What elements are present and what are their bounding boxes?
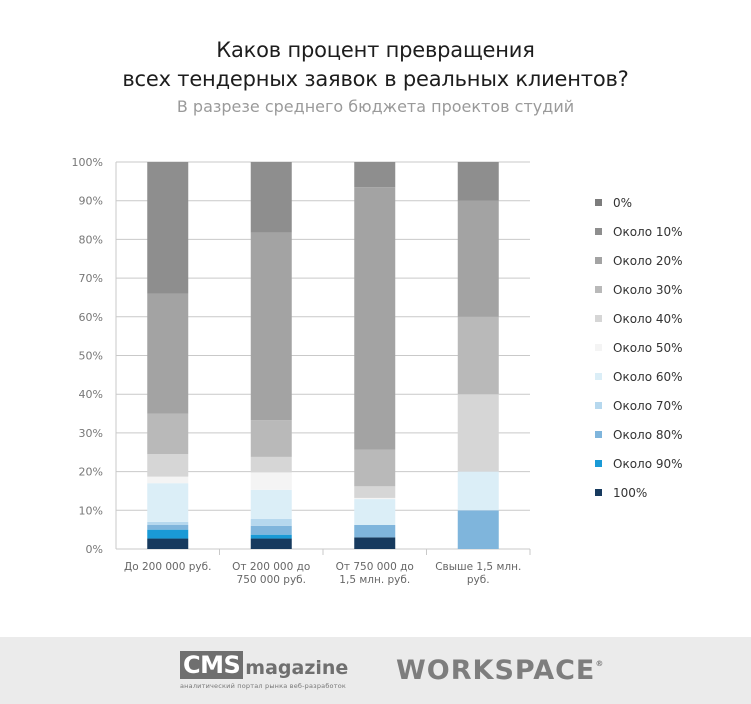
legend-swatch — [595, 257, 602, 264]
x-tick-label: 750 000 руб. — [237, 574, 306, 586]
bar-segment — [250, 489, 292, 519]
cms-logo-word: magazine — [245, 657, 349, 679]
y-tick-label: 90% — [79, 195, 103, 208]
legend-swatch — [595, 373, 602, 380]
legend-label: Около 10% — [613, 225, 683, 239]
x-tick-label: До 200 000 руб. — [124, 561, 211, 573]
bar-segment — [147, 525, 189, 530]
legend-swatch — [595, 286, 602, 293]
footer-bar: CMS magazine аналитический портал рынка в… — [0, 637, 751, 704]
bar-segment — [250, 456, 292, 473]
legend-label: 0% — [613, 196, 632, 210]
y-tick-label: 10% — [79, 504, 103, 517]
bar-segment — [250, 420, 292, 457]
x-tick-label: Свыше 1,5 млн. — [435, 561, 521, 573]
workspace-logo-text: WORKSPACE — [396, 655, 596, 686]
y-tick-label: 30% — [79, 427, 103, 440]
workspace-logo: WORKSPACE® — [396, 655, 604, 686]
legend-label: Около 90% — [613, 457, 683, 471]
bar-segment — [354, 537, 396, 549]
legend-swatch — [595, 344, 602, 351]
bar-segment — [147, 293, 189, 414]
legend-swatch — [595, 489, 602, 496]
bar-segment — [147, 454, 189, 477]
y-tick-label: 50% — [79, 350, 103, 363]
bar-segment — [250, 472, 292, 490]
y-tick-label: 60% — [79, 311, 103, 324]
x-tick-label: 1,5 млн. руб. — [339, 574, 410, 586]
bar-segment — [147, 413, 189, 455]
y-tick-label: 70% — [79, 272, 103, 285]
legend-swatch — [595, 460, 602, 467]
registered-mark: ® — [595, 659, 605, 668]
legend-swatch — [595, 402, 602, 409]
legend-label: Около 50% — [613, 341, 683, 355]
y-tick-label: 20% — [79, 466, 103, 479]
chart-title-line1: Каков процент превращения — [216, 38, 535, 62]
cms-logo-box: CMS — [180, 651, 244, 679]
legend-swatch — [595, 431, 602, 438]
x-tick-label: руб. — [467, 574, 490, 586]
bar-segment — [457, 316, 499, 395]
bar-segment — [457, 510, 499, 549]
y-tick-label: 100% — [72, 156, 103, 169]
bar-segment — [147, 529, 189, 539]
bar-segment — [147, 483, 189, 522]
x-tick-label: От 200 000 до — [232, 561, 310, 573]
bar-segment — [250, 534, 292, 539]
bar-segment — [147, 476, 189, 484]
bar-segment — [354, 525, 396, 538]
chart-title-line2: всех тендерных заявок в реальных клиенто… — [122, 67, 629, 91]
legend-swatch — [595, 228, 602, 235]
bar-segment — [457, 200, 499, 317]
chart-subtitle: В разрезе среднего бюджета проектов студ… — [176, 97, 575, 116]
bar-segment — [147, 162, 189, 294]
stacked-bar-chart: 0% 10% 20% 30% 40% 50% 60% 70% 80% 90% 100% До 200 … — [72, 156, 683, 586]
bar-segment — [147, 521, 189, 526]
y-tick-label: 0% — [86, 543, 103, 556]
x-tick-label: От 750 000 до — [336, 561, 414, 573]
bar-segment — [354, 497, 396, 500]
bar-segment — [457, 162, 499, 201]
bar-segment — [457, 394, 499, 472]
bar-segment — [250, 162, 292, 233]
legend-label: Около 80% — [613, 428, 683, 442]
legend-label: Около 40% — [613, 312, 683, 326]
bar-segment — [250, 232, 292, 421]
y-tick-label: 40% — [79, 388, 103, 401]
bar-segment — [354, 162, 396, 188]
cms-magazine-logo: CMS magazine аналитический портал рынка в… — [180, 651, 348, 690]
legend-swatch — [595, 199, 602, 206]
bar-segment — [250, 538, 292, 549]
bar-segment — [147, 538, 189, 549]
legend-label: Около 30% — [613, 283, 683, 297]
legend-label: Около 60% — [613, 370, 683, 384]
legend-label: Около 20% — [613, 254, 683, 268]
bar-segment — [457, 471, 499, 511]
bar-segment — [250, 518, 292, 526]
bar-segment — [354, 449, 396, 487]
bar-segment — [354, 187, 396, 450]
bar-segment — [354, 499, 396, 526]
cms-logo-tagline: аналитический портал рынка веб-разработо… — [180, 682, 347, 690]
legend-swatch — [595, 315, 602, 322]
chart-title: Каков процент превращения всех тендерных… — [0, 36, 751, 94]
bar-segment — [354, 486, 396, 498]
bar-segment — [250, 525, 292, 535]
y-tick-label: 80% — [79, 233, 103, 246]
legend-label: Около 70% — [613, 399, 683, 413]
legend-label: 100% — [613, 486, 647, 500]
